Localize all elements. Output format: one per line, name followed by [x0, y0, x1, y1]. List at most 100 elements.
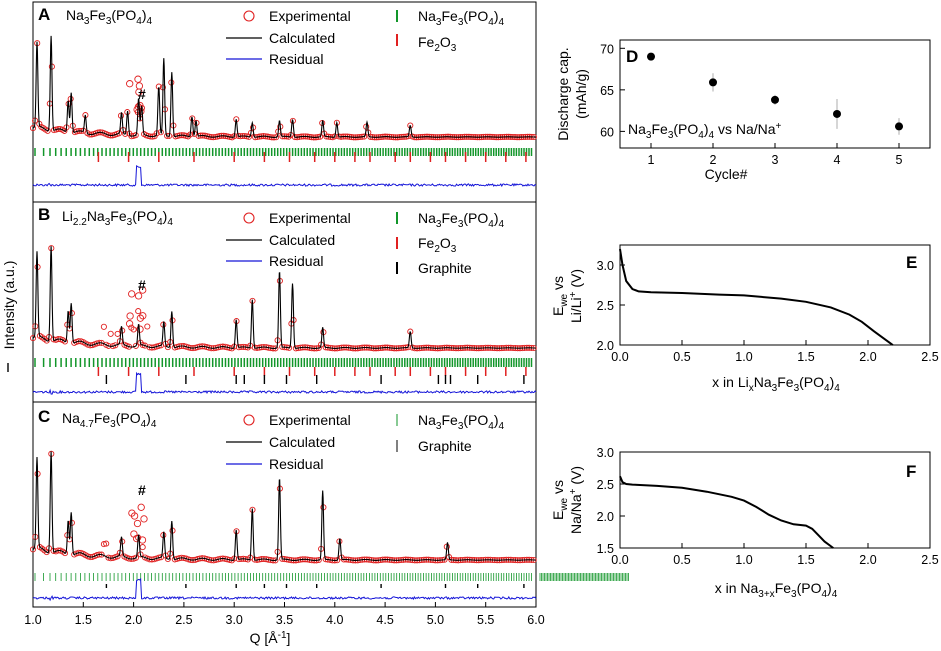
- panel-b-experimental-point: [29, 335, 37, 342]
- panel-b-experimental-point: [112, 342, 119, 349]
- panel-e-xlabel: x in LixNa3Fe3(PO4)4: [712, 374, 840, 394]
- panel-b-experimental-point: [164, 344, 171, 351]
- panel-f-xtick-label: 1.5: [797, 553, 814, 567]
- legend-c-calculated: Calculated: [269, 434, 335, 450]
- panel-a-experimental-point: [407, 122, 414, 129]
- panel-f-xtick-label: 0.5: [673, 553, 690, 567]
- panel-b-impurity-point: [139, 312, 147, 320]
- panel-a-experimental-point: [115, 130, 122, 137]
- panel-b-experimental-point: [135, 308, 142, 315]
- legend-a-nfp: Na3Fe3(PO4)4: [418, 8, 505, 28]
- panel-c-experimental-point: [61, 550, 69, 557]
- panel-d-xlabel: Cycle#: [705, 166, 748, 182]
- panel-d-xtick-label: 4: [834, 153, 841, 167]
- panel-b-experimental-point: [132, 342, 139, 349]
- panel-a-impurity-point: [135, 82, 144, 90]
- legend-c-nfp: Na3Fe3(PO4)4: [418, 412, 505, 432]
- y-axis-label-intensity: Intensity (a.u.): [1, 261, 17, 350]
- panel-c-calculated-line: [32, 451, 536, 561]
- panel-d-annotation: Na3Fe3(PO4)4 vs Na/Na+: [628, 121, 782, 141]
- q-axis-tick-label: 3.0: [226, 613, 243, 627]
- q-axis-tick-label: 5.0: [427, 613, 444, 627]
- q-axis-tick-label: 1.5: [75, 613, 92, 627]
- panel-e-letter: E: [906, 253, 917, 272]
- panel-a: [29, 35, 537, 188]
- panel-b-experimental-point: [144, 323, 151, 330]
- legend-b-residual: Residual: [269, 253, 323, 269]
- panel-a-letter: A: [38, 5, 50, 24]
- q-axis-tick-label: 1.0: [24, 613, 41, 627]
- panel-d-point: [647, 52, 655, 61]
- q-axis-tick-label: 2.5: [175, 613, 192, 627]
- panel-f-ytick-label: 2.0: [597, 510, 614, 524]
- panel-e-xtick-label: 2.0: [859, 350, 876, 364]
- panel-c-impurity-point: [137, 503, 145, 511]
- panel-d-point: [709, 78, 717, 87]
- panel-c-experimental-point: [132, 554, 139, 561]
- panel-e-xtick-label: 0.0: [611, 350, 628, 364]
- panel-e-ytick-label: 2.0: [597, 339, 614, 353]
- panel-a-experimental-point: [122, 130, 129, 137]
- q-axis-tick-label: 5.5: [477, 613, 494, 627]
- panel-b-sample-title: Li2.2Na3Fe3(PO4)4: [62, 208, 173, 228]
- panel-a-hash: #: [138, 86, 146, 102]
- panel-f-xtick-label: 2.0: [859, 553, 876, 567]
- panel-d-xtick-label: 2: [710, 153, 717, 167]
- panel-d-xtick-label: 1: [648, 153, 655, 167]
- legend-a-experimental-marker: [243, 10, 255, 22]
- legend-b-graphite: Graphite: [418, 260, 472, 276]
- panel-a-impurity-point: [133, 105, 141, 114]
- panel-b-hash: #: [138, 277, 146, 293]
- panel-e-ylabel-line2: Li/Li+ (V): [568, 269, 584, 323]
- panel-c-experimental-point: [103, 540, 110, 547]
- legend-b-fe2o3: Fe2O3: [418, 235, 457, 255]
- legend-b-experimental: Experimental: [269, 210, 351, 226]
- panel-b: [29, 245, 537, 395]
- panel-e: 0.0 0.5 1.0 1.5 2.0 2.5 2.0 2.5 3.0: [597, 248, 939, 364]
- panel-b-phase-ticks: [34, 358, 533, 384]
- panel-e-frame: [619, 244, 931, 346]
- panel-e-ytick-label: 3.0: [597, 259, 614, 273]
- panel-f-ylabel-line2: Na/Na+ (V): [568, 466, 584, 534]
- panel-d-ylabel-line2: (mAh/g): [573, 69, 589, 119]
- panel-c-impurity-point: [140, 515, 148, 523]
- panel-e-ylabel-line1: Ewe vs: [550, 276, 570, 316]
- panel-b-experimental-point: [114, 330, 121, 337]
- panel-c-impurity-point: [130, 530, 138, 538]
- q-axis-tick-label: 3.5: [276, 613, 293, 627]
- panel-f-ytick-label: 3.0: [597, 446, 614, 460]
- panel-d-xtick-label: 3: [772, 153, 779, 167]
- panel-b-impurity-point: [128, 290, 136, 298]
- panel-b-impurity-point: [125, 320, 134, 328]
- panel-d-ytick-label: 60: [600, 125, 614, 139]
- panel-c-experimental-point: [164, 555, 171, 563]
- panel-c-sample-title: Na4.7Fe3(PO4)4: [62, 410, 157, 430]
- q-axis-ticks: 1.0 1.5 2.0 2.5 3.0 3.5 4.0 4.5 5.0 5.5 6.0: [24, 602, 545, 627]
- panel-f-xtick-label: 1.0: [735, 553, 752, 567]
- panel-a-experimental-point: [44, 127, 51, 134]
- panel-a-experimental-point: [132, 132, 139, 139]
- legend-c-residual: Residual: [269, 456, 323, 472]
- panel-a-sample-title: Na3Fe3(PO4)4: [66, 7, 153, 27]
- q-axis-label: Q [Å-1]: [250, 630, 291, 646]
- panel-c-hash: #: [138, 482, 146, 498]
- panel-e-xtick-label: 2.5: [921, 350, 938, 364]
- panel-d-letter: D: [626, 47, 638, 66]
- q-axis-tick-label: 4.5: [376, 613, 393, 627]
- panel-a-impurity-point: [126, 80, 134, 88]
- panel-d-xtick-label: 5: [896, 153, 903, 167]
- panel-b-impurity-point: [134, 292, 143, 300]
- panel-e-xtick-label: 0.5: [673, 350, 690, 364]
- q-axis-tick-label: 2.0: [125, 613, 142, 627]
- legend-a-residual: Residual: [269, 51, 323, 67]
- panel-b-experimental-point: [130, 326, 137, 333]
- panel-c: [29, 450, 629, 602]
- panel-a-calculated-line: [32, 35, 536, 138]
- panel-f-letter: F: [906, 462, 916, 481]
- panel-e-xtick-label: 1.5: [797, 350, 814, 364]
- panel-b-impurity-point: [139, 286, 147, 294]
- panel-a-residual-line: [32, 165, 537, 188]
- panel-e-curve: [619, 248, 894, 346]
- panel-b-residual-line: [32, 371, 537, 395]
